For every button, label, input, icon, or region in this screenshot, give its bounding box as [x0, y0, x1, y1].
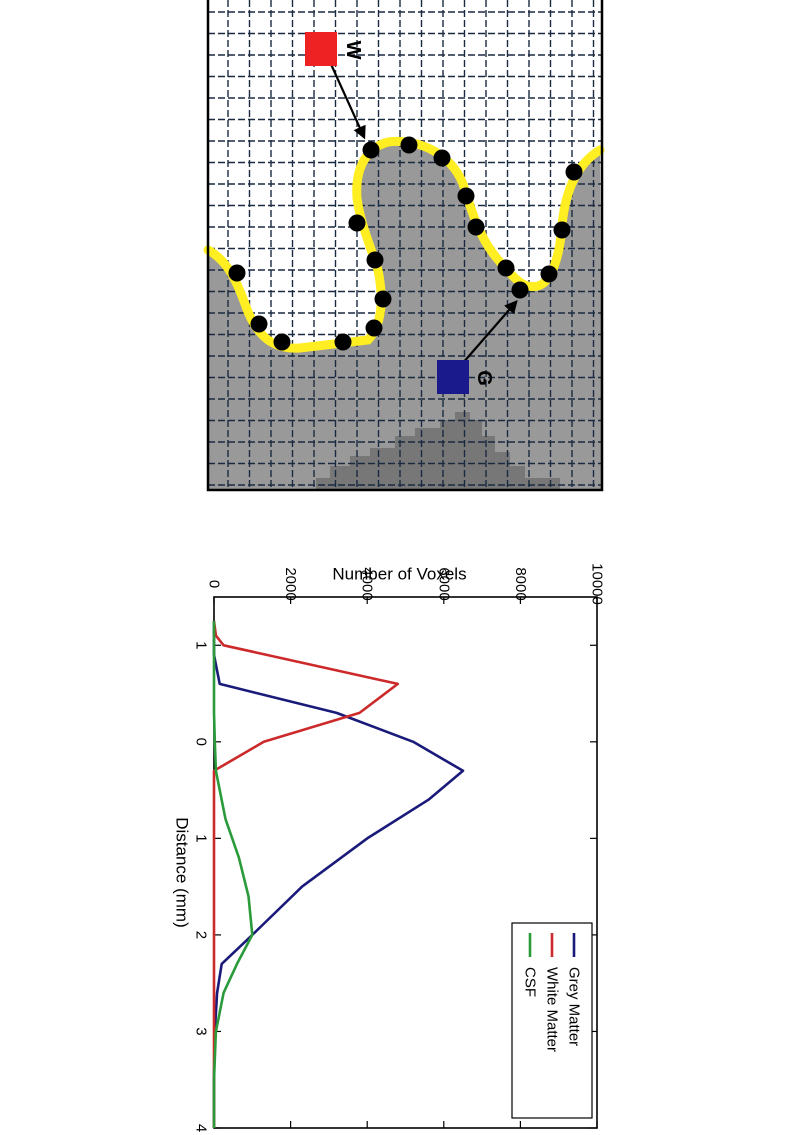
boundary-sample-dot	[228, 264, 246, 282]
marker-w-square	[305, 32, 337, 66]
boundary-sample-dot	[334, 333, 352, 351]
legend-label: Grey Matter	[566, 967, 583, 1046]
voxel-tick-label: 10000	[589, 563, 606, 605]
series-line-csf	[212, 621, 254, 1128]
series-line-grey-matter	[212, 621, 465, 1128]
marker-g-square	[437, 360, 469, 394]
boundary-sample-dot	[540, 265, 558, 283]
distance-axis-label: Distance (mm)	[173, 817, 192, 928]
boundary-sample-dot	[511, 281, 529, 299]
voxel-axis-label: Number of Voxels	[332, 565, 466, 584]
marker-w-label: W	[342, 41, 364, 60]
distance-tick-label: 1	[193, 834, 210, 842]
voxel-distance-chart: 0 2000 4000 6000 8000 10000 1 0 1 2 3 4 Number of Vo…	[173, 563, 606, 1132]
boundary-sample-dot	[365, 319, 383, 337]
marker-g-label: G	[473, 370, 495, 386]
voxel-tick-label: 4000	[359, 567, 376, 600]
boundary-sample-dot	[366, 251, 384, 269]
boundary-sample-dot	[400, 136, 418, 154]
distance-tick-label: 0	[193, 738, 210, 746]
boundary-sample-dot	[467, 218, 485, 236]
cortex-diagram: WG	[203, 0, 605, 492]
boundary-sample-dot	[273, 333, 291, 351]
distance-tick-label: 1	[193, 641, 210, 649]
legend-label: White Matter	[544, 967, 561, 1052]
voxel-tick-label: 2000	[282, 567, 299, 600]
boundary-sample-dot	[553, 221, 571, 239]
boundary-sample-dot	[250, 315, 268, 333]
boundary-sample-dot	[457, 187, 475, 205]
boundary-sample-dot	[497, 259, 515, 277]
diagram-frame	[206, 0, 604, 492]
distance-tick-label: 3	[193, 1027, 210, 1035]
distance-tick-label: 4	[193, 1124, 210, 1132]
boundary-sample-dot	[348, 214, 366, 232]
boundary-sample-dot	[362, 141, 380, 159]
legend-label: CSF	[522, 967, 539, 997]
boundary-sample-dot	[565, 163, 583, 181]
boundary-sample-dot	[374, 290, 392, 308]
grey-matter-region	[208, 141, 602, 490]
voxel-tick-label: 6000	[435, 567, 452, 600]
deep-grey-region	[316, 412, 560, 490]
distance-tick-label: 2	[193, 931, 210, 939]
voxel-tick-label: 0	[206, 580, 223, 588]
arrow-w-to-boundary	[328, 61, 366, 140]
series-line-white-matter	[212, 620, 400, 1128]
voxel-tick-label: 8000	[512, 567, 529, 600]
boundary-sample-dot	[433, 149, 451, 167]
